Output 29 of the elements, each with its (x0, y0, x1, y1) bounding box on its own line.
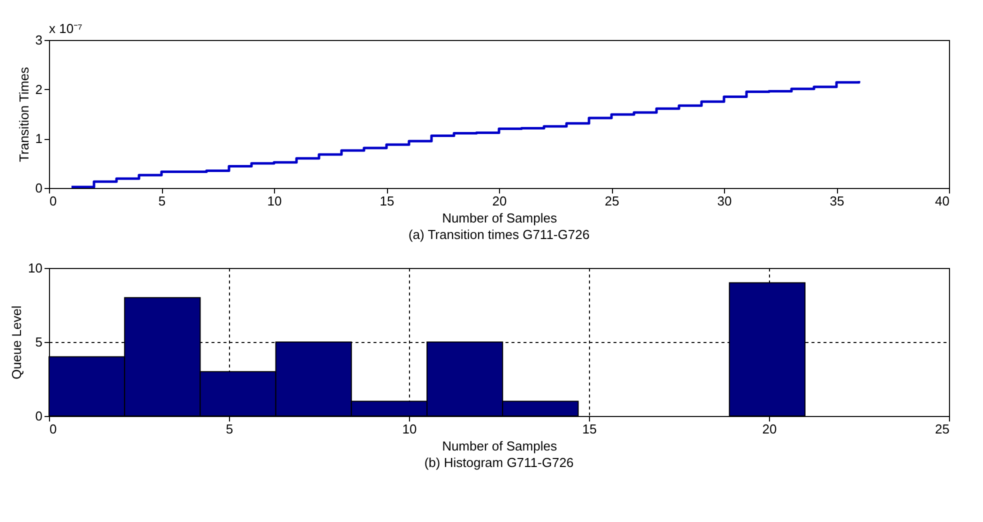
x-tick-label: 10 (267, 194, 282, 208)
x-axis-title: Number of Samples (442, 438, 558, 454)
x-axis-title: Number of Samples (442, 210, 558, 226)
x-tick-label: 30 (717, 194, 732, 208)
x-tick-label: 20 (762, 422, 777, 436)
y-tick-label: 3 (35, 32, 42, 48)
x-tick-label: 15 (582, 422, 597, 436)
y-tick-label: 0 (35, 408, 42, 424)
x-tick-label: 25 (604, 194, 620, 208)
x-tick-label: 40 (935, 194, 950, 208)
x-tick-label: 0 (50, 194, 57, 208)
x-tick-label: 20 (492, 194, 507, 208)
text: x 10⁻⁷ (49, 21, 83, 36)
y-axis-title: Transition Times (16, 66, 32, 162)
x-tick-label: 0 (50, 422, 57, 436)
x-tick-label: 10 (402, 422, 417, 436)
y-tick-label: 0 (35, 180, 42, 196)
x-tick-label: 5 (226, 422, 234, 436)
y-tick-label: 5 (35, 334, 42, 350)
x-tick-label: 5 (158, 194, 166, 208)
y-tick-label: 1 (35, 131, 42, 146)
y-tick-label: 2 (35, 82, 42, 97)
text: (b) Histogram G711-G726 (424, 455, 574, 470)
x-tick-label: 25 (935, 422, 950, 436)
text: (a) Transition times G711-G726 (408, 227, 590, 242)
y-tick-label: 10 (28, 260, 42, 276)
y-axis-title: Queue Level (9, 306, 24, 380)
x-tick-label: 35 (830, 194, 844, 208)
x-tick-label: 15 (380, 194, 394, 208)
